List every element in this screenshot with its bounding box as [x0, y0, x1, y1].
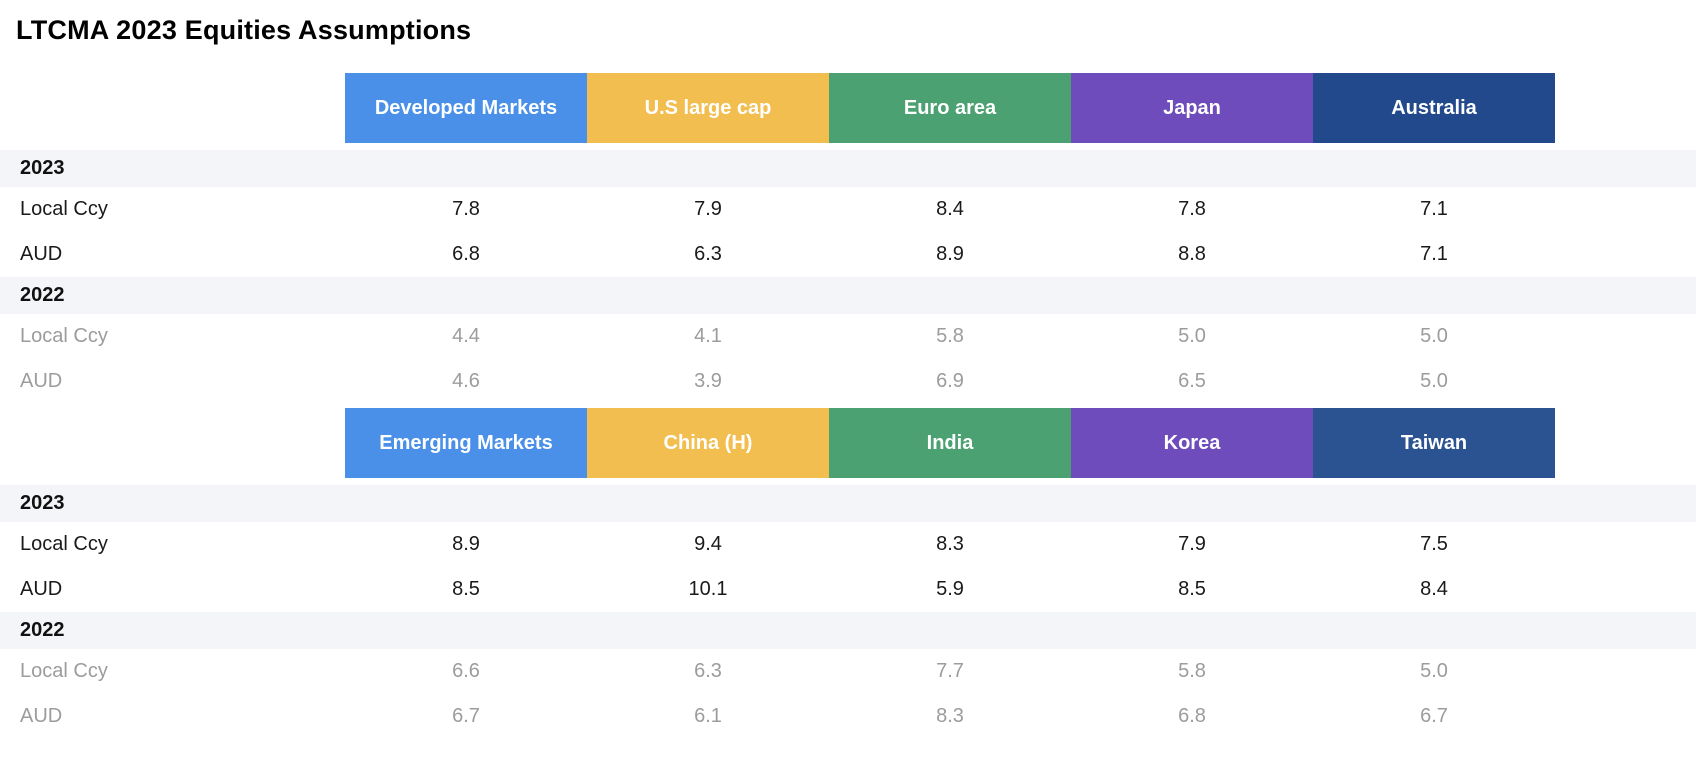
value-cell: 8.4 [1420, 578, 1448, 600]
row-label: AUD [20, 578, 63, 600]
value-cell: 6.7 [452, 705, 480, 727]
value-cell: 5.0 [1420, 325, 1448, 347]
year-band-2023: 2023 [0, 485, 1696, 522]
column-header-row: Developed Markets U.S large cap Euro area J… [0, 73, 1696, 143]
value-cell: 8.4 [936, 198, 964, 220]
assumptions-table: Developed Markets U.S large cap Euro area J… [0, 73, 1696, 739]
row-label: Local Ccy [20, 198, 108, 220]
value-cell: 8.9 [452, 533, 480, 555]
table-row: AUD 6.8 6.3 8.9 8.8 7.1 [0, 232, 1696, 277]
row-label: AUD [20, 243, 63, 265]
value-cell: 7.8 [452, 198, 480, 220]
column-header-emerging-markets-2: India [829, 408, 1071, 478]
column-header-developed-markets-2: Euro area [829, 73, 1071, 143]
value-cell: 5.9 [936, 578, 964, 600]
value-cell: 5.0 [1420, 660, 1448, 682]
year-band-2022: 2022 [0, 277, 1696, 314]
table-section-developed-markets: Developed Markets U.S large cap Euro area J… [0, 73, 1696, 404]
value-cell: 8.9 [936, 243, 964, 265]
column-header-row: Emerging Markets China (H) India Korea Taiwa… [0, 408, 1696, 478]
value-cell: 6.9 [936, 370, 964, 392]
row-label: Local Ccy [20, 325, 108, 347]
value-cell: 7.7 [936, 660, 964, 682]
value-cell: 8.8 [1178, 243, 1206, 265]
value-cell: 10.1 [688, 578, 728, 600]
value-cell: 6.5 [1178, 370, 1206, 392]
value-cell: 6.7 [1420, 705, 1448, 727]
value-cell: 6.8 [452, 243, 480, 265]
table-row: Local Ccy 6.6 6.3 7.7 5.8 5.0 [0, 649, 1696, 694]
table-row: Local Ccy 7.8 7.9 8.4 7.8 7.1 [0, 187, 1696, 232]
value-cell: 5.8 [1178, 660, 1206, 682]
value-cell: 4.6 [452, 370, 480, 392]
value-cell: 3.9 [694, 370, 722, 392]
value-cell: 9.4 [694, 533, 722, 555]
table-row: Local Ccy 4.4 4.1 5.8 5.0 5.0 [0, 314, 1696, 359]
value-cell: 6.1 [694, 705, 722, 727]
column-header-developed-markets-3: Japan [1071, 73, 1313, 143]
year-label: 2022 [20, 284, 65, 306]
value-cell: 4.1 [694, 325, 722, 347]
year-band-2023: 2023 [0, 150, 1696, 187]
value-cell: 8.3 [936, 705, 964, 727]
row-label: Local Ccy [20, 660, 108, 682]
year-label: 2022 [20, 619, 65, 641]
column-header-emerging-markets-1: China (H) [587, 408, 829, 478]
value-cell: 7.5 [1420, 533, 1448, 555]
page-title: LTCMA 2023 Equities Assumptions [16, 15, 472, 45]
value-cell: 6.3 [694, 243, 722, 265]
value-cell: 8.5 [452, 578, 480, 600]
value-cell: 8.3 [936, 533, 964, 555]
value-cell: 5.0 [1178, 325, 1206, 347]
value-cell: 6.6 [452, 660, 480, 682]
header-label-spacer [0, 408, 345, 478]
header-label-spacer [0, 73, 345, 143]
value-cell: 6.8 [1178, 705, 1206, 727]
row-label: Local Ccy [20, 533, 108, 555]
table-row: AUD 8.5 10.1 5.9 8.5 8.4 [0, 567, 1696, 612]
value-cell: 6.3 [694, 660, 722, 682]
value-cell: 7.9 [694, 198, 722, 220]
row-label: AUD [20, 370, 63, 392]
column-header-developed-markets-0: Developed Markets [345, 73, 587, 143]
value-cell: 4.4 [452, 325, 480, 347]
value-cell: 7.9 [1178, 533, 1206, 555]
value-cell: 7.1 [1420, 243, 1448, 265]
column-header-emerging-markets-3: Korea [1071, 408, 1313, 478]
year-label: 2023 [20, 492, 65, 514]
row-label: AUD [20, 705, 63, 727]
table-section-emerging-markets: Emerging Markets China (H) India Korea Taiwa… [0, 408, 1696, 739]
value-cell: 5.8 [936, 325, 964, 347]
column-header-developed-markets-1: U.S large cap [587, 73, 829, 143]
column-header-emerging-markets-4: Taiwan [1313, 408, 1555, 478]
value-cell: 8.5 [1178, 578, 1206, 600]
value-cell: 7.8 [1178, 198, 1206, 220]
table-row: AUD 6.7 6.1 8.3 6.8 6.7 [0, 694, 1696, 739]
column-header-developed-markets-4: Australia [1313, 73, 1555, 143]
year-label: 2023 [20, 157, 65, 179]
value-cell: 7.1 [1420, 198, 1448, 220]
year-band-2022: 2022 [0, 612, 1696, 649]
column-header-emerging-markets-0: Emerging Markets [345, 408, 587, 478]
table-row: Local Ccy 8.9 9.4 8.3 7.9 7.5 [0, 522, 1696, 567]
table-row: AUD 4.6 3.9 6.9 6.5 5.0 [0, 359, 1696, 404]
value-cell: 5.0 [1420, 370, 1448, 392]
